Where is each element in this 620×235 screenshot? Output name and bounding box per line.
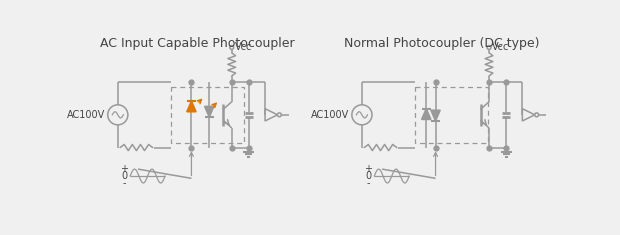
Text: AC100V: AC100V: [67, 110, 105, 120]
Text: +: +: [120, 164, 128, 174]
Text: 0: 0: [365, 171, 371, 181]
Text: AC Input Capable Photocoupler: AC Input Capable Photocoupler: [100, 37, 295, 51]
Polygon shape: [431, 110, 440, 121]
Text: Vcc: Vcc: [492, 43, 510, 52]
Bar: [415, 87, 489, 143]
Text: AC100V: AC100V: [311, 110, 350, 120]
Polygon shape: [205, 106, 214, 117]
Bar: [170, 87, 244, 143]
Polygon shape: [187, 101, 196, 112]
Polygon shape: [422, 109, 431, 119]
Text: -: -: [122, 178, 126, 188]
Text: -: -: [366, 178, 370, 188]
Text: +: +: [364, 164, 372, 174]
Text: Vcc: Vcc: [235, 43, 252, 52]
Text: Normal Photocoupler (DC type): Normal Photocoupler (DC type): [344, 37, 539, 51]
Text: 0: 0: [121, 171, 127, 181]
